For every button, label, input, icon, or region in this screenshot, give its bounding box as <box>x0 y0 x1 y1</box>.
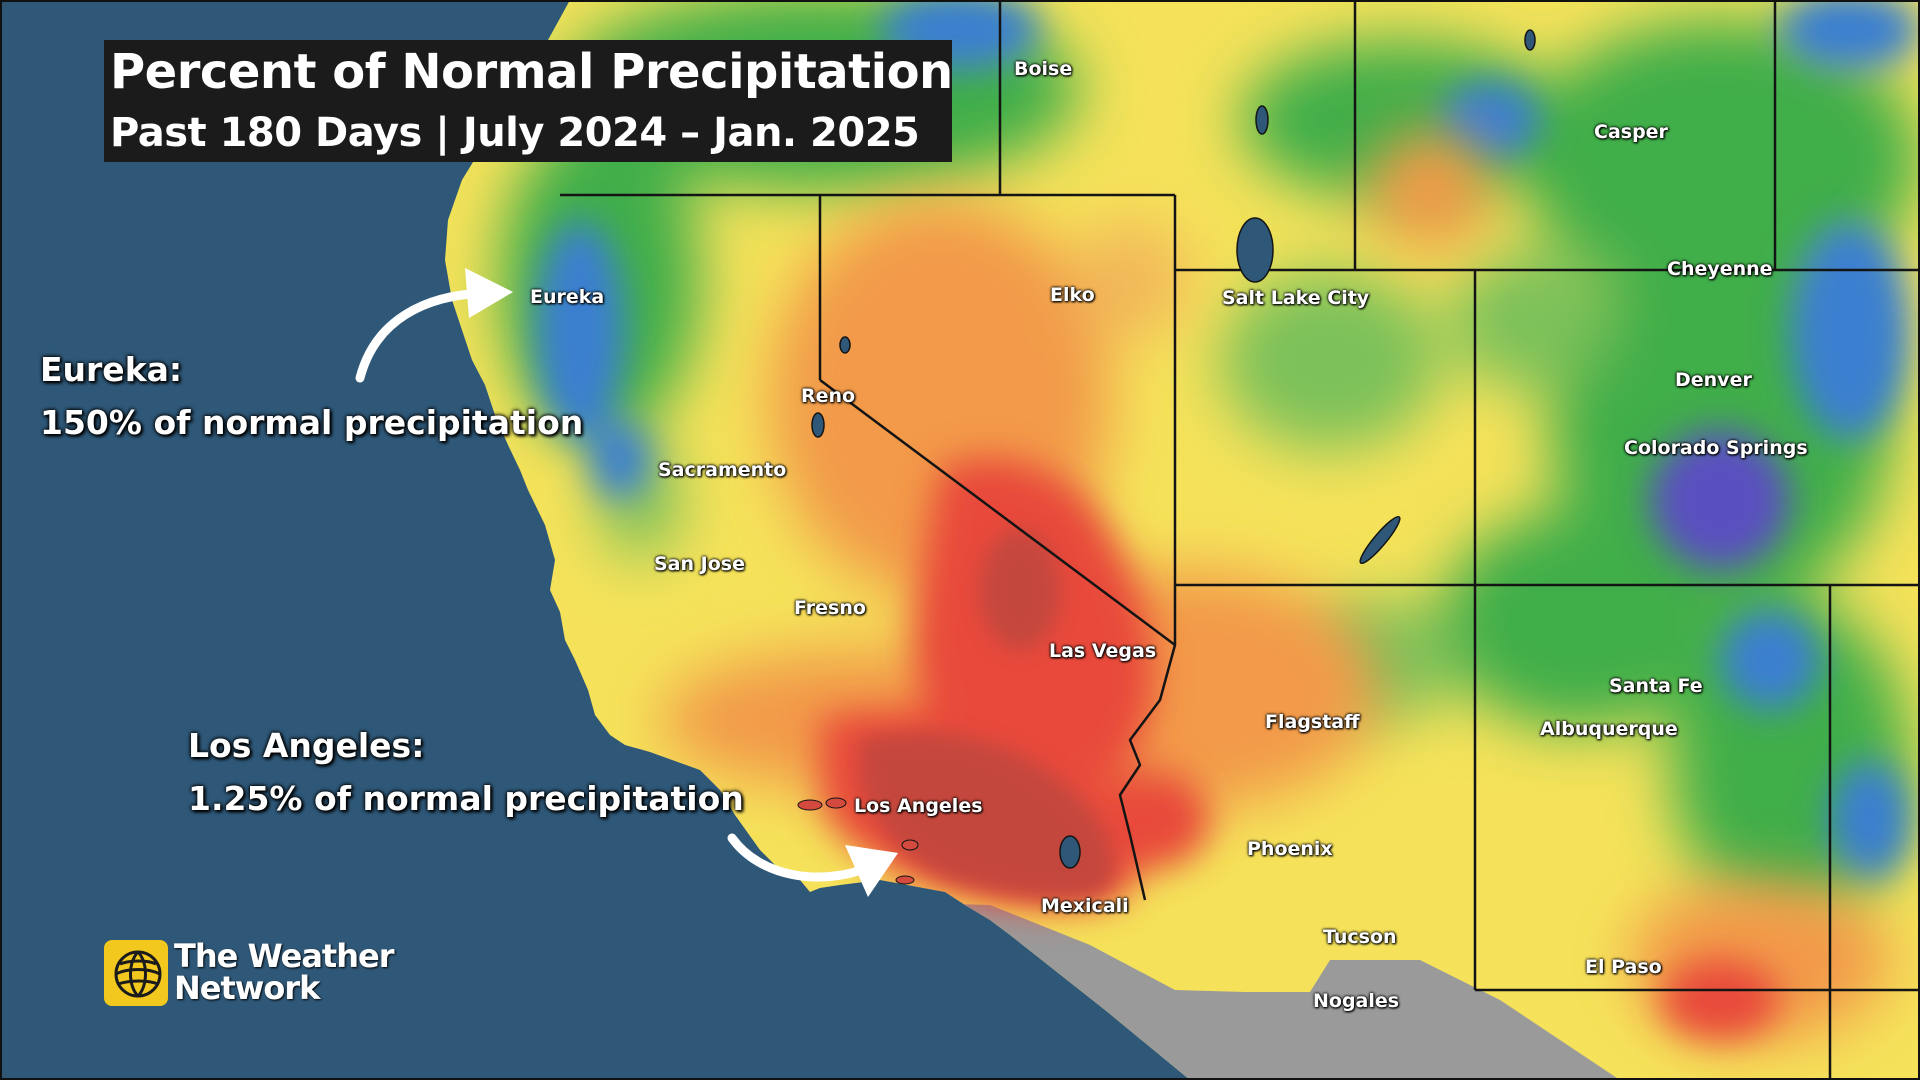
map-title-box: Percent of Normal Precipitation Past 180… <box>104 40 953 162</box>
city-label-cheyenne: Cheyenne <box>1667 258 1773 280</box>
city-label-el-paso: El Paso <box>1585 956 1662 978</box>
city-label-las-vegas: Las Vegas <box>1049 640 1157 662</box>
los-angeles-arrow <box>727 833 898 897</box>
city-label-albuquerque: Albuquerque <box>1540 718 1678 740</box>
city-label-denver: Denver <box>1675 369 1752 391</box>
callout-los-angeles-text: 1.25% of normal precipitation <box>188 779 744 818</box>
city-label-san-jose: San Jose <box>654 553 745 575</box>
city-label-eureka: Eureka <box>530 286 605 308</box>
city-label-santa-fe: Santa Fe <box>1609 675 1703 697</box>
city-label-los-angeles: Los Angeles <box>854 795 983 817</box>
weather-network-wordmark: The Weather Network <box>174 937 394 1007</box>
lake-tahoe <box>811 412 825 438</box>
weather-network-globe-icon <box>104 940 168 1006</box>
state-borders <box>560 0 1920 1080</box>
callout-eureka-text: 150% of normal precipitation <box>40 403 584 442</box>
callout-los-angeles-heading: Los Angeles: <box>188 726 425 765</box>
eureka-arrow <box>355 268 513 383</box>
channel-islands <box>797 797 919 885</box>
callout-eureka: Eureka: 150% of normal precipitation <box>40 350 583 442</box>
city-label-elko: Elko <box>1050 284 1095 306</box>
brand-line-1: The Weather <box>174 937 394 975</box>
map-title: Percent of Normal Precipitation <box>110 44 953 100</box>
salton-sea <box>1059 835 1081 869</box>
callout-los-angeles: Los Angeles: 1.25% of normal precipitati… <box>188 726 744 818</box>
city-label-colorado-springs: Colorado Springs <box>1624 437 1808 459</box>
city-label-sacramento: Sacramento <box>658 459 787 481</box>
city-label-flagstaff: Flagstaff <box>1265 711 1360 733</box>
city-label-tucson: Tucson <box>1323 926 1397 948</box>
the-weather-network-logo: The Weather Network <box>104 940 404 1010</box>
callout-eureka-heading: Eureka: <box>40 350 183 389</box>
lake-powell <box>1359 515 1401 565</box>
city-label-casper: Casper <box>1594 121 1668 143</box>
city-label-salt-lake-city: Salt Lake City <box>1222 287 1370 309</box>
city-label-mexicali: Mexicali <box>1041 895 1129 917</box>
city-label-fresno: Fresno <box>794 597 866 619</box>
map-subtitle: Past 180 Days | July 2024 – Jan. 2025 <box>110 110 920 156</box>
city-label-phoenix: Phoenix <box>1247 838 1333 860</box>
great-salt-lake <box>1236 217 1274 283</box>
city-label-nogales: Nogales <box>1313 990 1400 1012</box>
lakes <box>811 29 1536 869</box>
brand-line-2: Network <box>174 969 320 1007</box>
city-label-boise: Boise <box>1014 58 1073 80</box>
city-label-reno: Reno <box>801 385 856 407</box>
